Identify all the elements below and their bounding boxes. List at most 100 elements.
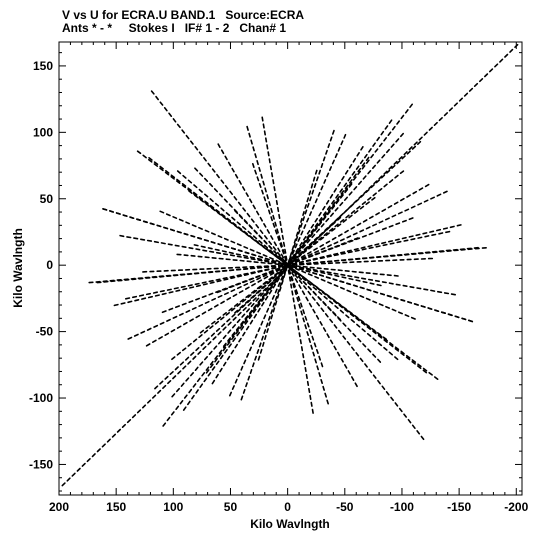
- uv-point: [240, 320, 244, 326]
- uv-point: [148, 158, 153, 163]
- uv-point: [189, 286, 195, 289]
- uv-point: [231, 331, 236, 337]
- uv-point: [246, 352, 250, 358]
- uv-point: [449, 225, 455, 229]
- uv-point: [253, 313, 258, 319]
- uv-point: [264, 137, 268, 143]
- uv-point: [391, 308, 397, 312]
- uv-point: [364, 363, 368, 368]
- uv-point: [326, 271, 332, 274]
- uv-point: [405, 356, 411, 361]
- uv-point: [268, 289, 273, 295]
- uv-point: [211, 232, 216, 236]
- uv-point: [237, 249, 243, 252]
- uv-point: [339, 238, 345, 242]
- uv-point: [329, 193, 334, 199]
- uv-point: [262, 254, 268, 258]
- uv-point: [318, 274, 325, 277]
- uv-point: [294, 289, 297, 296]
- uv-point: [356, 323, 361, 328]
- uv-point: [267, 209, 271, 215]
- y-axis-label: Kilo Wavlngth: [11, 228, 25, 308]
- uv-point: [271, 275, 277, 280]
- uv-point: [312, 308, 316, 314]
- uv-point: [365, 188, 370, 193]
- uv-point: [301, 277, 307, 282]
- uv-point: [348, 163, 353, 169]
- uv-point: [483, 73, 489, 78]
- uv-point: [418, 136, 423, 141]
- uv-point: [71, 472, 76, 477]
- uv-point: [301, 244, 307, 249]
- uv-point: [279, 242, 283, 248]
- uv-point: [257, 355, 261, 361]
- uv-point: [220, 316, 225, 321]
- uv-point: [247, 294, 252, 299]
- uv-point: [347, 370, 351, 375]
- uv-point: [234, 224, 239, 229]
- uv-point: [325, 199, 330, 205]
- uv-point: [207, 162, 212, 168]
- uv-point: [274, 276, 279, 282]
- uv-point: [164, 171, 170, 176]
- data-points: [61, 43, 519, 487]
- uv-point: [318, 291, 323, 296]
- x-tick-label: 150: [106, 500, 126, 514]
- uv-point: [250, 302, 255, 308]
- uv-point: [254, 153, 257, 159]
- uv-point: [252, 362, 255, 368]
- uv-point: [289, 252, 293, 258]
- uv-point: [222, 342, 227, 348]
- uv-point: [333, 253, 339, 257]
- uv-point: [208, 350, 213, 356]
- uv-point: [250, 218, 255, 223]
- uv-point: [337, 181, 341, 187]
- uv-point: [340, 190, 345, 195]
- uv-point: [249, 279, 255, 284]
- uv-point: [401, 219, 407, 223]
- uv-point: [304, 246, 309, 251]
- uv-point: [131, 414, 137, 419]
- uv-point: [341, 175, 345, 181]
- uv-point: [244, 251, 250, 255]
- uv-point: [352, 332, 357, 338]
- uv-point: [231, 167, 235, 173]
- uv-point: [315, 228, 321, 233]
- uv-point: [356, 205, 361, 210]
- uv-point: [298, 260, 304, 264]
- uv-point: [276, 251, 281, 257]
- uv-point: [202, 345, 207, 351]
- uv-point: [376, 332, 382, 336]
- uv-point: [129, 216, 135, 219]
- uv-point: [247, 302, 252, 307]
- uv-point: [303, 359, 306, 366]
- uv-point: [448, 107, 454, 112]
- uv-point: [91, 453, 96, 458]
- uv-point: [311, 335, 315, 341]
- uv-point: [283, 272, 286, 279]
- uv-point: [332, 278, 338, 282]
- uv-point: [334, 244, 340, 248]
- uv-point: [295, 236, 299, 242]
- uv-point: [261, 297, 265, 302]
- uv-point: [200, 342, 205, 347]
- uv-point: [232, 293, 238, 298]
- uv-point: [312, 257, 318, 261]
- uv-point: [182, 287, 188, 291]
- uv-point: [478, 78, 484, 83]
- uv-point: [294, 267, 300, 271]
- uv-point: [393, 296, 399, 300]
- uv-point: [211, 168, 216, 173]
- uv-point: [398, 156, 403, 161]
- uv-point: [293, 269, 299, 274]
- uv-point: [142, 404, 147, 409]
- uv-point: [233, 196, 238, 201]
- uv-point: [185, 377, 190, 382]
- uv-point: [385, 148, 391, 154]
- uv-point: [254, 333, 258, 339]
- uv-point: [255, 297, 260, 302]
- uv-point: [319, 218, 324, 223]
- uv-point: [188, 190, 193, 194]
- uv-point: [230, 247, 236, 250]
- uv-point: [270, 216, 274, 222]
